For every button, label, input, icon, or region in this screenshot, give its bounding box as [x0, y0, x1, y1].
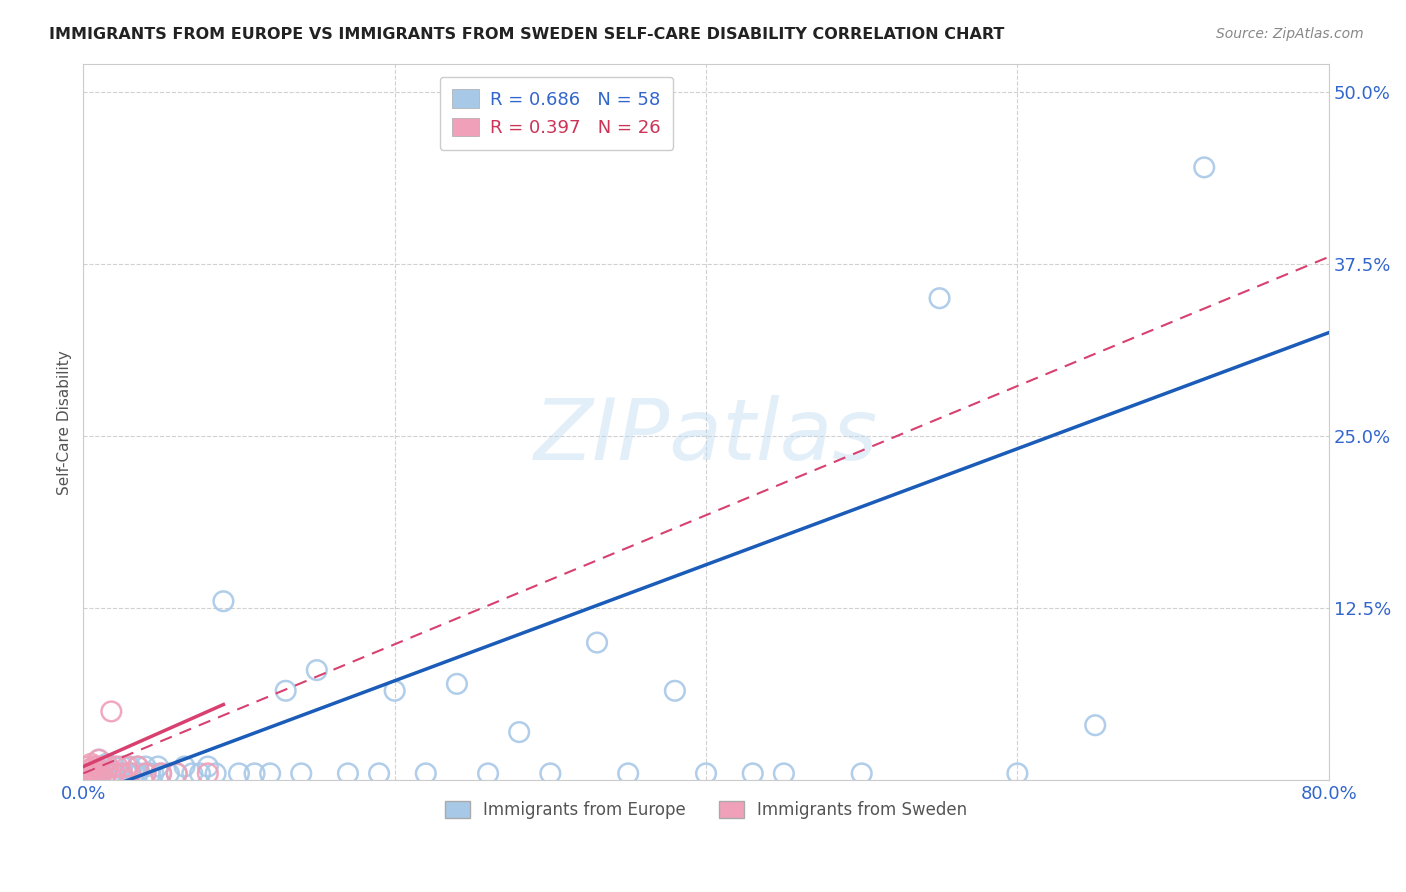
Point [96, 766, 118, 780]
Point [477, 766, 499, 780]
Point [135, 766, 157, 780]
Point [84, 766, 107, 780]
Text: ZIPatlas: ZIPatlas [534, 395, 879, 478]
Point [103, 766, 125, 780]
Point [243, 766, 266, 780]
Legend: Immigrants from Europe, Immigrants from Sweden: Immigrants from Europe, Immigrants from … [437, 794, 974, 826]
Point [586, 635, 609, 649]
Point [1007, 766, 1029, 780]
Point [336, 766, 359, 780]
Point [384, 683, 406, 698]
Point [103, 766, 125, 780]
Point [538, 766, 561, 780]
Point [446, 677, 468, 691]
Point [150, 766, 173, 780]
Point [741, 766, 763, 780]
Point [118, 766, 141, 780]
Point [617, 766, 640, 780]
Point [100, 705, 122, 719]
Point [115, 759, 138, 773]
Point [87, 753, 110, 767]
Point [290, 766, 312, 780]
Point [93, 759, 115, 773]
Point [508, 725, 530, 739]
Point [80, 756, 103, 771]
Point [96, 766, 118, 780]
Point [368, 766, 391, 780]
Point [928, 291, 950, 305]
Point [851, 766, 873, 780]
Point [181, 766, 204, 780]
Point [150, 766, 173, 780]
Text: Source: ZipAtlas.com: Source: ZipAtlas.com [1216, 27, 1364, 41]
Point [228, 766, 250, 780]
Point [103, 759, 125, 773]
Point [80, 766, 103, 780]
Point [146, 759, 169, 773]
Y-axis label: Self-Care Disability: Self-Care Disability [58, 350, 72, 494]
Point [100, 766, 122, 780]
Point [415, 766, 437, 780]
Point [197, 766, 219, 780]
Point [695, 766, 717, 780]
Point [80, 766, 103, 780]
Point [115, 766, 138, 780]
Point [259, 766, 281, 780]
Point [773, 766, 796, 780]
Point [118, 766, 141, 780]
Point [274, 683, 297, 698]
Point [305, 663, 328, 677]
Point [107, 766, 129, 780]
Point [96, 756, 118, 771]
Point [111, 759, 134, 773]
Point [83, 759, 105, 773]
Point [91, 766, 114, 780]
Point [91, 766, 114, 780]
Point [127, 759, 149, 773]
Point [87, 766, 110, 780]
Point [157, 766, 180, 780]
Point [212, 594, 235, 608]
Point [83, 759, 105, 773]
Point [124, 766, 146, 780]
Point [197, 759, 219, 773]
Point [1084, 718, 1107, 732]
Point [86, 759, 108, 773]
Point [82, 766, 104, 780]
Point [77, 759, 100, 773]
Point [118, 759, 141, 773]
Point [135, 766, 157, 780]
Point [79, 762, 101, 776]
Point [166, 766, 188, 780]
Point [111, 766, 134, 780]
Point [77, 766, 100, 780]
Point [142, 766, 165, 780]
Point [188, 766, 211, 780]
Point [139, 766, 162, 780]
Point [1192, 161, 1215, 175]
Point [664, 683, 686, 698]
Point [97, 759, 120, 773]
Point [173, 759, 195, 773]
Point [204, 766, 226, 780]
Point [127, 766, 149, 780]
Point [127, 759, 149, 773]
Text: IMMIGRANTS FROM EUROPE VS IMMIGRANTS FROM SWEDEN SELF-CARE DISABILITY CORRELATIO: IMMIGRANTS FROM EUROPE VS IMMIGRANTS FRO… [49, 27, 1004, 42]
Point [135, 759, 157, 773]
Point [87, 762, 110, 776]
Point [166, 766, 188, 780]
Point [87, 753, 110, 767]
Point [107, 759, 129, 773]
Point [111, 766, 134, 780]
